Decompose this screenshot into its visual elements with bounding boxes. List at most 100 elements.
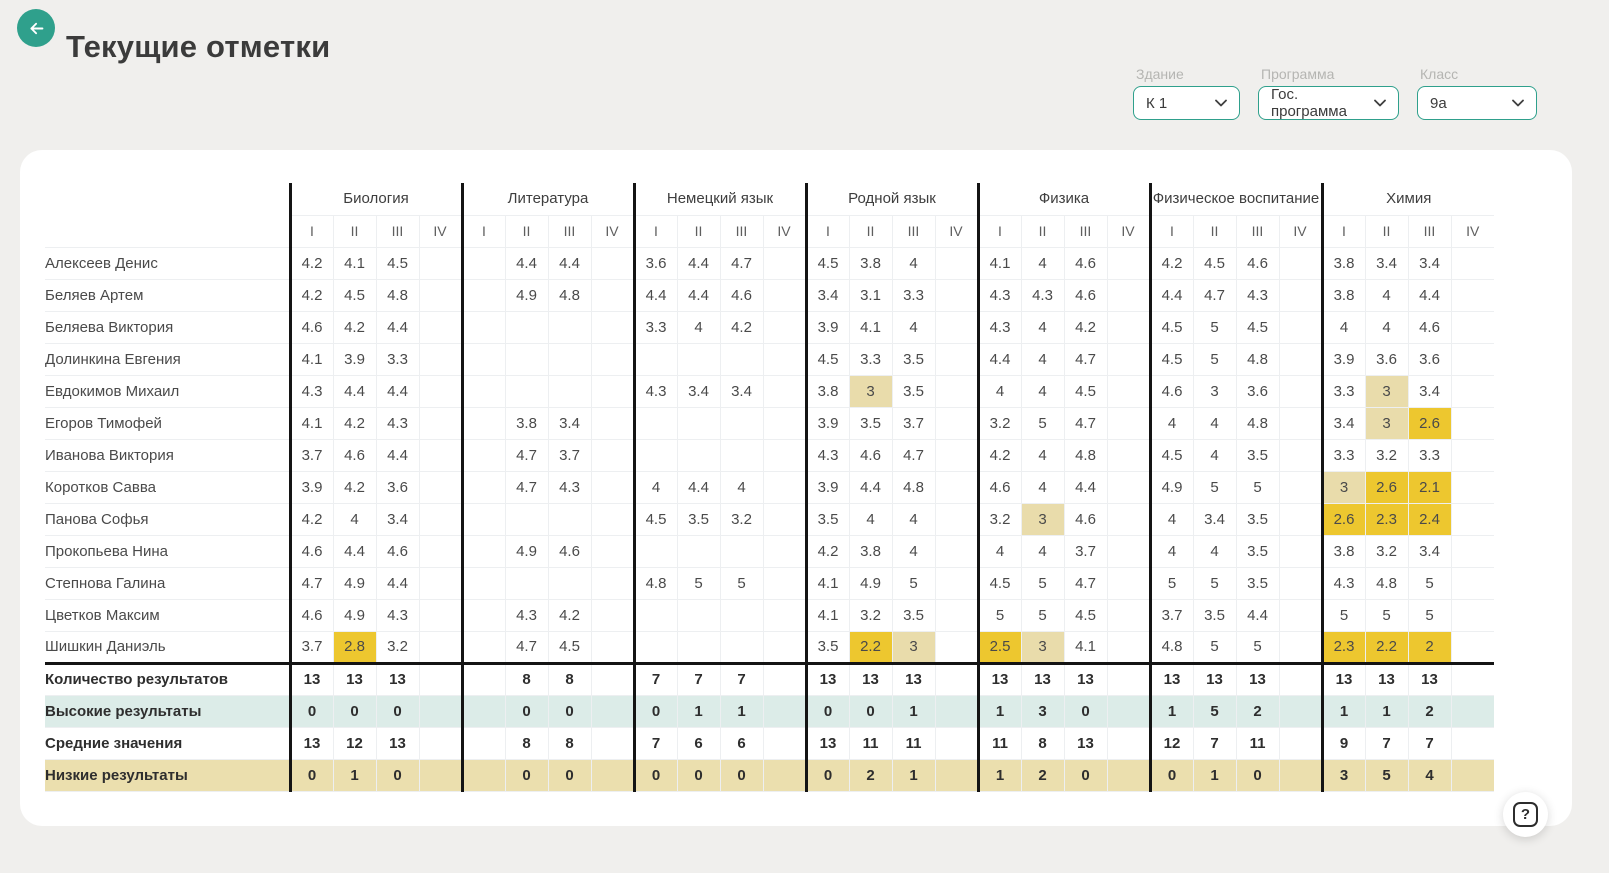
grade-cell: 3.6 xyxy=(1364,343,1408,376)
summary-value xyxy=(1450,727,1494,760)
grade-cell xyxy=(590,343,634,376)
summary-value: 0 xyxy=(804,759,849,792)
grade-cell xyxy=(418,407,462,440)
grade-cell xyxy=(1106,599,1150,632)
grade-cell xyxy=(632,631,677,664)
student-name: Панова Софья xyxy=(45,503,290,536)
grade-cell: 5 xyxy=(1192,567,1236,600)
grade-cell: 4.8 xyxy=(375,279,419,312)
grade-cell: 3.8 xyxy=(504,407,548,440)
filter-program: Программа Гос. программа xyxy=(1258,66,1399,120)
grade-cell: 5 xyxy=(1192,311,1236,344)
summary-value: 13 xyxy=(1235,661,1279,696)
summary-value xyxy=(1106,727,1150,760)
grade-cell: 3 xyxy=(848,375,892,408)
summary-value xyxy=(418,661,462,696)
quarter-header: IV xyxy=(1450,215,1494,248)
summary-value: 0 xyxy=(547,695,591,728)
grade-cell: 3.3 xyxy=(632,311,677,344)
summary-value xyxy=(1106,759,1150,792)
grade-cell: 4.1 xyxy=(332,247,376,280)
grade-cell: 4.6 xyxy=(375,535,419,568)
grade-cell: 3.2 xyxy=(375,631,419,664)
grade-cell: 4.3 xyxy=(1320,567,1365,600)
summary-value xyxy=(1106,695,1150,728)
summary-value: 1 xyxy=(891,759,935,792)
grade-cell: 4.3 xyxy=(804,439,849,472)
grade-cell: 4.2 xyxy=(332,311,376,344)
summary-value: 3 xyxy=(1020,695,1064,728)
grade-cell: 4.7 xyxy=(719,247,763,280)
grade-cell: 3.4 xyxy=(1192,503,1236,536)
grade-cell: 4.6 xyxy=(288,311,333,344)
grade-cell: 2.2 xyxy=(848,631,892,664)
grade-cell: 3.6 xyxy=(1407,343,1451,376)
grade-cell: 5 xyxy=(1020,407,1064,440)
grade-cell: 3.7 xyxy=(891,407,935,440)
quarter-header: I xyxy=(1320,215,1365,248)
grade-cell xyxy=(547,503,591,536)
grade-cell: 3.2 xyxy=(976,407,1021,440)
subject-header-row: Биология Литература Немецкий язык Родной яз… xyxy=(45,183,1494,216)
summary-value: 7 xyxy=(1407,727,1451,760)
grade-cell: 4.4 xyxy=(976,343,1021,376)
summary-value: 13 xyxy=(288,727,333,760)
grade-cell: 4.6 xyxy=(1148,375,1193,408)
grade-cell: 4.6 xyxy=(1407,311,1451,344)
summary-value: 7 xyxy=(1192,727,1236,760)
back-button[interactable] xyxy=(17,9,55,47)
grade-cell xyxy=(1106,471,1150,504)
program-select[interactable]: Гос. программа xyxy=(1258,86,1399,120)
grade-cell: 2.6 xyxy=(1364,471,1408,504)
grade-cell: 4.4 xyxy=(1235,599,1279,632)
summary-value: 2 xyxy=(1020,759,1064,792)
quarter-header: II xyxy=(1364,215,1408,248)
grade-cell xyxy=(1106,503,1150,536)
grade-cell: 3.2 xyxy=(1364,439,1408,472)
quarter-header: II xyxy=(504,215,548,248)
grade-cell: 4.7 xyxy=(504,471,548,504)
student-name: Алексеев Денис xyxy=(45,247,290,280)
summary-value: 0 xyxy=(1235,759,1279,792)
grade-cell xyxy=(1106,439,1150,472)
summary-value: 2 xyxy=(1235,695,1279,728)
grade-cell xyxy=(547,311,591,344)
grade-cell: 4.8 xyxy=(547,279,591,312)
grade-cell: 4.6 xyxy=(1063,503,1107,536)
grade-cell xyxy=(590,503,634,536)
quarter-header: III xyxy=(891,215,935,248)
grade-cell: 3.8 xyxy=(1320,535,1365,568)
grade-cell xyxy=(632,599,677,632)
summary-value: 0 xyxy=(547,759,591,792)
grade-cell: 2.8 xyxy=(332,631,376,664)
summary-value xyxy=(418,695,462,728)
help-button[interactable]: ? xyxy=(1503,792,1548,837)
grade-cell: 4.2 xyxy=(804,535,849,568)
grade-cell: 3.4 xyxy=(1364,247,1408,280)
grade-cell xyxy=(590,439,634,472)
grade-cell xyxy=(632,535,677,568)
grade-cell xyxy=(762,471,806,504)
summary-value: 0 xyxy=(632,759,677,792)
grade-cell: 4.1 xyxy=(848,311,892,344)
grade-cell xyxy=(934,471,978,504)
grade-cell xyxy=(590,631,634,664)
grade-cell xyxy=(1450,503,1494,536)
chevron-down-icon xyxy=(1215,99,1227,107)
filters-bar: Здание К 1 Программа Гос. программа Клас… xyxy=(1133,66,1537,120)
grade-cell: 3.4 xyxy=(676,375,720,408)
grade-cell xyxy=(460,535,505,568)
grade-cell: 3.3 xyxy=(891,279,935,312)
grade-cell: 4.8 xyxy=(891,471,935,504)
quarter-header: IV xyxy=(1106,215,1150,248)
grade-cell xyxy=(1278,407,1322,440)
class-select-value: 9а xyxy=(1430,94,1447,112)
grade-cell: 4 xyxy=(1192,535,1236,568)
grade-cell xyxy=(418,599,462,632)
grade-cell xyxy=(590,535,634,568)
chevron-down-icon xyxy=(1374,99,1386,107)
grade-cell: 3.8 xyxy=(848,247,892,280)
class-select[interactable]: 9а xyxy=(1417,86,1537,120)
building-select[interactable]: К 1 xyxy=(1133,86,1240,120)
grade-cell: 4.6 xyxy=(848,439,892,472)
